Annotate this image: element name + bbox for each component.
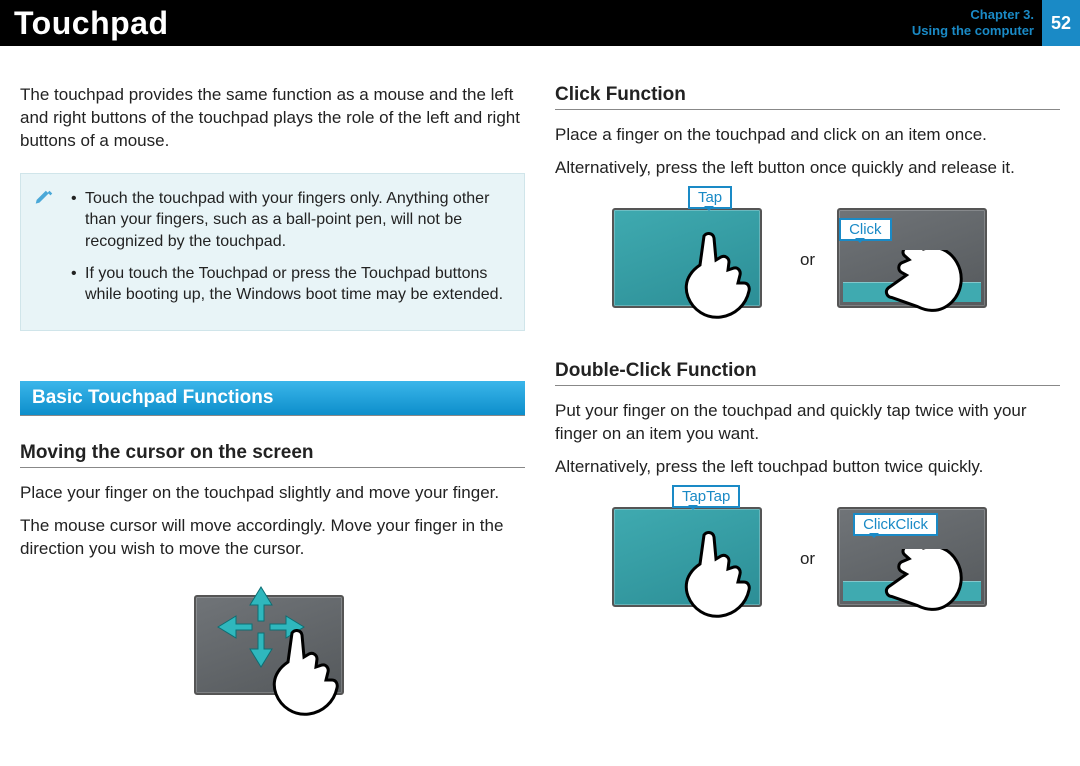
click-illustration: Click (835, 190, 1005, 330)
chapter-line2: Using the computer (912, 23, 1034, 39)
chapter-line1: Chapter 3. (912, 7, 1034, 23)
tap-illustration: Tap (610, 190, 780, 330)
dblclick-p2: Alternatively, press the left touchpad b… (555, 456, 1060, 479)
hand-icon (674, 529, 760, 625)
hand-icon (881, 549, 971, 639)
note-box: Touch the touchpad with your fingers onl… (20, 173, 525, 331)
dblclick-p1: Put your finger on the touchpad and quic… (555, 400, 1060, 446)
hand-icon (881, 250, 971, 340)
taptap-illustration: TapTap (610, 489, 780, 629)
callout-click: Click (839, 218, 892, 241)
right-column: Click Function Place a finger on the tou… (555, 84, 1060, 715)
section-basic-functions: Basic Touchpad Functions (20, 381, 525, 416)
chapter-text: Chapter 3. Using the computer (912, 7, 1034, 38)
content-area: The touchpad provides the same function … (0, 46, 1080, 715)
callout-taptap: TapTap (672, 485, 740, 508)
callout-tap: Tap (688, 186, 732, 209)
illustration-click-row: Tap or Click (555, 190, 1060, 330)
heading-click: Click Function (555, 84, 1060, 110)
moving-cursor-p2: The mouse cursor will move accordingly. … (20, 515, 525, 561)
page-title: Touchpad (14, 5, 169, 42)
click-p1: Place a finger on the touchpad and click… (555, 124, 1060, 147)
left-column: The touchpad provides the same function … (20, 84, 525, 715)
note-item-1: Touch the touchpad with your fingers onl… (71, 188, 508, 253)
clickclick-illustration: ClickClick (835, 489, 1005, 629)
heading-moving-cursor: Moving the cursor on the screen (20, 442, 525, 468)
or-text: or (800, 549, 815, 569)
illustration-dblclick-row: TapTap or ClickClick (555, 489, 1060, 629)
page-header: Touchpad Chapter 3. Using the computer 5… (0, 0, 1080, 46)
callout-clickclick: ClickClick (853, 513, 938, 536)
hand-icon (674, 230, 760, 326)
or-text: or (800, 250, 815, 270)
note-icon (33, 188, 55, 215)
heading-double-click: Double-Click Function (555, 360, 1060, 386)
chapter-box: Chapter 3. Using the computer 52 (912, 0, 1080, 46)
note-item-2: If you touch the Touchpad or press the T… (71, 263, 508, 306)
moving-cursor-p1: Place your finger on the touchpad slight… (20, 482, 525, 505)
illustration-move (20, 575, 525, 715)
hand-icon (262, 627, 348, 719)
click-p2: Alternatively, press the left button onc… (555, 157, 1060, 180)
intro-paragraph: The touchpad provides the same function … (20, 84, 525, 153)
page-number: 52 (1042, 0, 1080, 46)
